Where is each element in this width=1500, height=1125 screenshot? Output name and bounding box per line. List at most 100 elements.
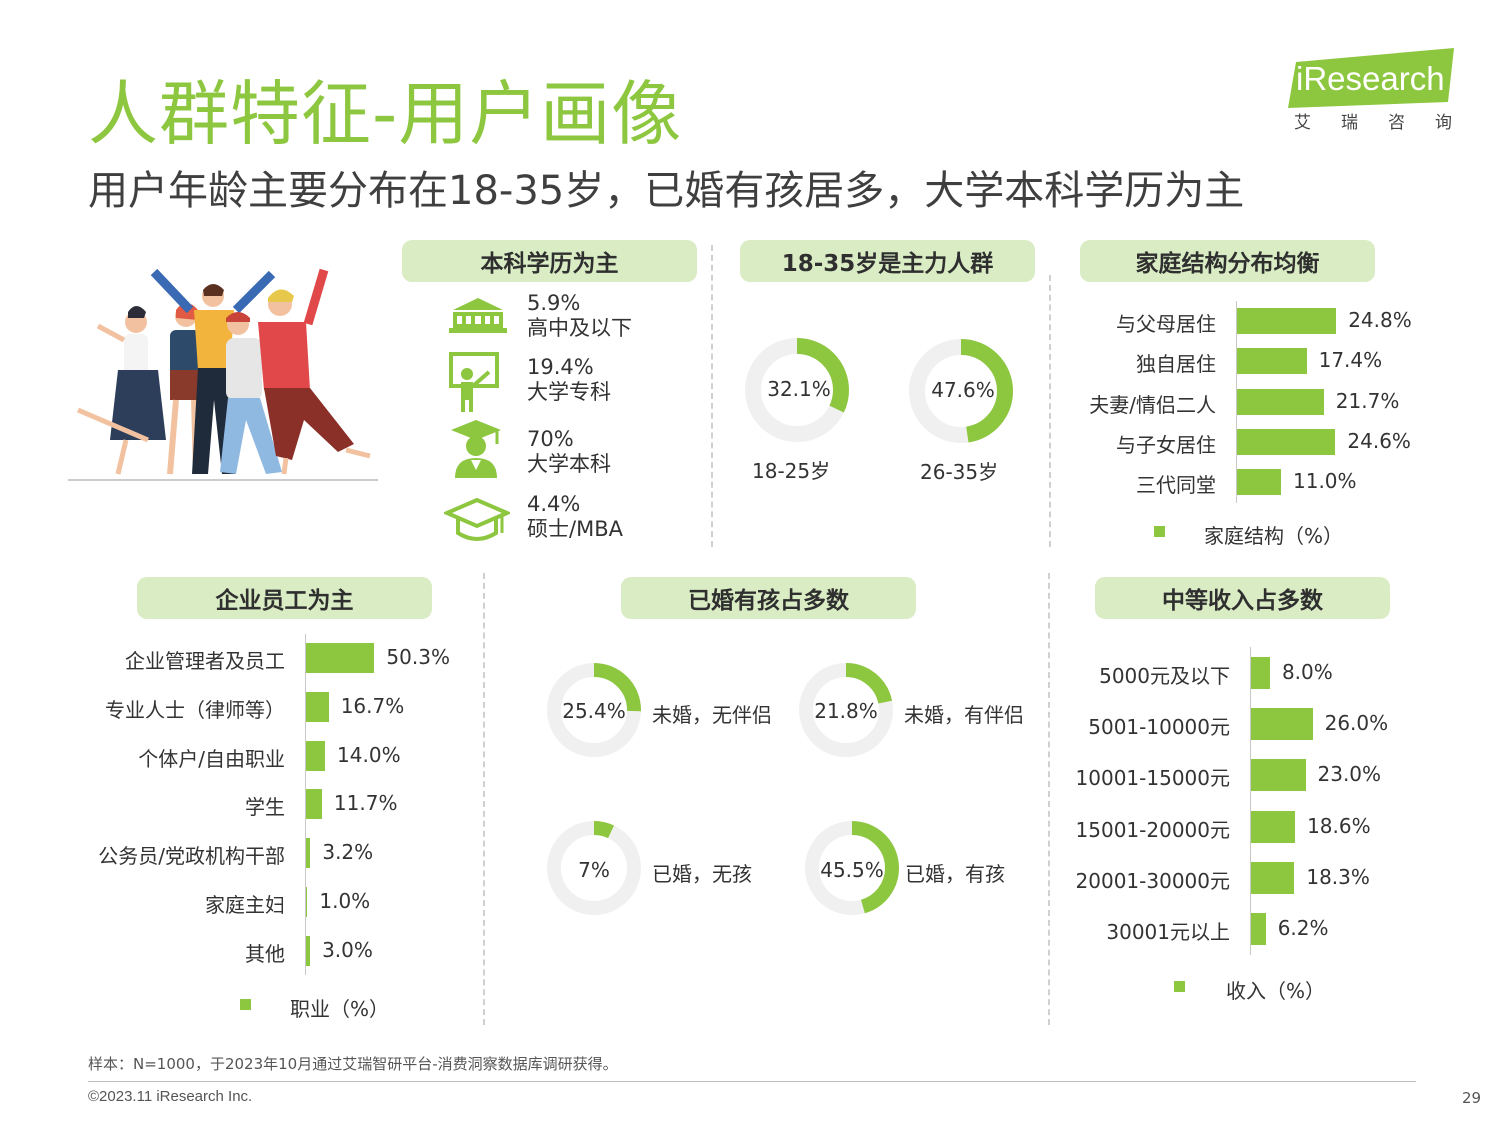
bar-value-label: 11.7% bbox=[333, 791, 398, 816]
edu-value-3: 70% bbox=[527, 427, 574, 451]
bar-value-label: 3.0% bbox=[322, 937, 373, 962]
occupation-legend-text: 职业（%） bbox=[290, 997, 390, 1021]
iresearch-logo bbox=[1288, 48, 1454, 108]
bar-value-label: 8.0% bbox=[1281, 659, 1333, 684]
marital-value-3: 7% bbox=[578, 858, 610, 882]
edu-label-4: 硕士/MBA bbox=[527, 517, 623, 541]
edu-value-2: 19.4% bbox=[527, 355, 594, 379]
edu-label-1: 高中及以下 bbox=[527, 316, 632, 340]
bar-category-label: 三代同堂 bbox=[1136, 473, 1216, 498]
bar-category-label: 学生 bbox=[245, 795, 285, 820]
bar bbox=[1251, 707, 1313, 740]
bar bbox=[1237, 388, 1324, 415]
donut-arc bbox=[547, 663, 641, 757]
bar-value-label: 23.0% bbox=[1317, 762, 1382, 787]
age-label-2: 26-35岁 bbox=[920, 460, 999, 484]
footnote: 样本：N=1000，于2023年10月通过艾瑞智研平台-消费洞察数据库调研获得。 bbox=[88, 1055, 618, 1073]
bar-category-label: 企业管理者及员工 bbox=[125, 649, 285, 674]
chart-axis bbox=[1250, 647, 1251, 955]
bar bbox=[1251, 656, 1270, 689]
graduate-student-icon bbox=[451, 420, 501, 478]
bar-value-label: 18.3% bbox=[1306, 864, 1370, 889]
bar-category-label: 与子女居住 bbox=[1116, 433, 1216, 458]
divider bbox=[1049, 275, 1051, 547]
occupation-heading: 企业员工为主 bbox=[137, 577, 432, 619]
bar-value-label: 11.0% bbox=[1293, 469, 1357, 494]
bar bbox=[306, 935, 311, 966]
divider bbox=[1048, 573, 1050, 1025]
donut-arc bbox=[805, 821, 899, 915]
age-heading: 18-35岁是主力人群 bbox=[740, 240, 1035, 282]
bar-value-label: 17.4% bbox=[1318, 348, 1383, 373]
occupation-legend-swatch bbox=[240, 999, 251, 1010]
bar-category-label: 个体户/自由职业 bbox=[138, 746, 285, 771]
page-subtitle: 用户年龄主要分布在18-35岁，已婚有孩居多，大学本科学历为主 bbox=[88, 168, 1245, 214]
bar bbox=[306, 789, 322, 820]
marital-label-4: 已婚，有孩 bbox=[905, 862, 1005, 886]
teacher-board-icon bbox=[449, 352, 499, 412]
people-illustration-icon bbox=[68, 268, 378, 481]
donut-arc bbox=[799, 663, 893, 757]
divider bbox=[483, 573, 485, 1025]
page-title: 人群特征-用户画像 bbox=[88, 73, 683, 155]
bar bbox=[1251, 759, 1306, 792]
donut-arc bbox=[547, 821, 641, 915]
bar-category-label: 公务员/党政机构干部 bbox=[98, 844, 285, 869]
bar-category-label: 15001-20000元 bbox=[1075, 817, 1230, 842]
marital-heading: 已婚有孩占多数 bbox=[621, 577, 916, 619]
bar bbox=[1237, 469, 1281, 496]
bar bbox=[1251, 913, 1266, 946]
marital-label-3: 已婚，无孩 bbox=[652, 862, 752, 886]
income-heading: 中等收入占多数 bbox=[1095, 577, 1390, 619]
bar-value-label: 26.0% bbox=[1324, 710, 1389, 735]
bar-category-label: 5001-10000元 bbox=[1088, 714, 1230, 739]
footer-divider bbox=[88, 1081, 1416, 1082]
divider bbox=[711, 245, 713, 547]
marital-label-1: 未婚，无伴侣 bbox=[652, 703, 772, 727]
school-building-icon bbox=[449, 298, 507, 333]
family-heading: 家庭结构分布均衡 bbox=[1080, 240, 1375, 282]
age-donut-26-35 bbox=[909, 339, 1013, 443]
marital-value-1: 25.4% bbox=[562, 699, 626, 723]
bar-value-label: 1.0% bbox=[319, 888, 371, 913]
bar bbox=[306, 692, 329, 723]
bar bbox=[1237, 429, 1336, 456]
bar bbox=[306, 886, 308, 917]
age-donut-18-25 bbox=[745, 338, 849, 442]
graduation-cap-icon bbox=[444, 497, 510, 541]
bar-value-label: 18.6% bbox=[1307, 813, 1371, 838]
copyright: ©2023.11 iResearch Inc. bbox=[88, 1088, 253, 1105]
logo-cn: 艾瑞咨询 bbox=[1294, 113, 1482, 133]
chart-axis bbox=[1236, 301, 1237, 503]
bar-category-label: 30001元以上 bbox=[1106, 920, 1230, 945]
bar bbox=[1237, 308, 1337, 335]
age-value-1: 32.1% bbox=[767, 377, 831, 401]
page-number: 29 bbox=[1462, 1089, 1482, 1107]
income-legend-text: 收入（%） bbox=[1226, 979, 1326, 1003]
edu-value-4: 4.4% bbox=[527, 492, 581, 516]
donut-arc bbox=[909, 339, 1013, 443]
income-legend-swatch bbox=[1174, 981, 1185, 992]
bar bbox=[306, 838, 311, 869]
bar bbox=[1251, 810, 1296, 843]
family-legend-text: 家庭结构（%） bbox=[1204, 524, 1344, 548]
bar-value-label: 6.2% bbox=[1277, 916, 1329, 941]
bar bbox=[1251, 861, 1295, 894]
marital-donut-4 bbox=[805, 821, 899, 915]
bar-value-label: 24.6% bbox=[1347, 429, 1411, 454]
age-label-1: 18-25岁 bbox=[752, 459, 831, 483]
logo-brand: iResearch bbox=[1296, 60, 1445, 97]
bar-value-label: 24.8% bbox=[1348, 308, 1412, 333]
bar-value-label: 21.7% bbox=[1335, 388, 1400, 413]
marital-value-4: 45.5% bbox=[820, 858, 884, 882]
education-heading: 本科学历为主 bbox=[402, 240, 697, 282]
bar-category-label: 其他 bbox=[245, 941, 285, 966]
age-value-2: 47.6% bbox=[931, 378, 995, 402]
bar-value-label: 16.7% bbox=[340, 694, 405, 719]
edu-label-2: 大学专科 bbox=[527, 380, 611, 404]
bar-category-label: 20001-30000元 bbox=[1075, 868, 1230, 893]
bar-value-label: 3.2% bbox=[322, 840, 374, 865]
marital-donut-1 bbox=[547, 663, 641, 757]
bar bbox=[306, 643, 375, 674]
edu-label-3: 大学本科 bbox=[527, 452, 611, 476]
